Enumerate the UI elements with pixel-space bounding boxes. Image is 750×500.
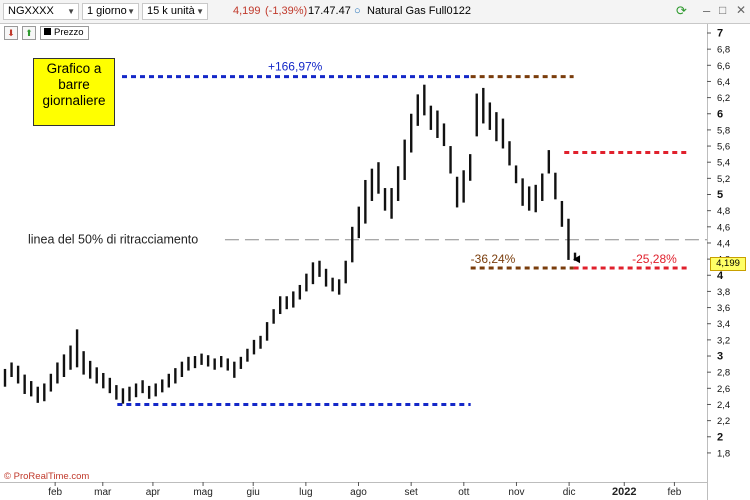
y-tick-label: 5 — [717, 189, 723, 201]
x-tick-label: ott — [458, 487, 469, 498]
retracement-label: linea del 50% di ritracciamento — [28, 233, 198, 247]
current-price-tag: 4,199 — [710, 257, 746, 271]
refresh-icon[interactable]: ⟳ — [676, 3, 687, 18]
y-tick-label: 6,6 — [717, 61, 730, 72]
minimize-icon[interactable]: – — [703, 3, 711, 18]
legend-label: Prezzo — [54, 27, 84, 38]
y-tick-label: 3,4 — [717, 319, 730, 330]
x-tick-label: mag — [193, 487, 212, 498]
indicator-bar: ⬇ ⬆ Prezzo — [0, 24, 750, 42]
units-select[interactable]: 15 k unità ▼ — [142, 3, 208, 20]
x-tick-label: 2022 — [612, 486, 636, 498]
y-tick-label: 4,8 — [717, 206, 730, 217]
instrument-name: Natural Gas Full0122 — [367, 5, 471, 17]
annotation-line-3: giornaliere — [42, 93, 106, 108]
change-value: (-1,39%) — [265, 5, 308, 17]
y-tick-label: 4,6 — [717, 222, 730, 233]
close-icon[interactable]: ✕ — [736, 3, 747, 17]
y-tick-label: 7 — [717, 28, 723, 40]
y-tick-label: 3 — [717, 351, 723, 363]
x-tick-label: feb — [48, 487, 62, 498]
units-value: 15 k unità — [147, 5, 195, 17]
maximize-icon[interactable]: □ — [719, 3, 727, 17]
timeframe-select[interactable]: 1 giorno ▼ — [82, 3, 139, 20]
annotation-line-1: Grafico a — [46, 61, 102, 76]
y-tick-label: 2,6 — [717, 384, 730, 395]
annotation-box: Grafico a barre giornaliere — [33, 58, 115, 126]
x-tick-label: giu — [247, 487, 260, 498]
current-price-marker — [573, 255, 581, 264]
y-tick-label: 4,4 — [717, 238, 730, 249]
watermark: © ProRealTime.com — [4, 471, 90, 482]
x-axis-panel[interactable] — [0, 482, 707, 500]
annotation-line-2: barre — [58, 77, 90, 92]
timeframe-value: 1 giorno — [87, 5, 127, 17]
x-tick-label: apr — [146, 487, 161, 498]
x-tick-label: feb — [667, 487, 681, 498]
y-tick-label: 2 — [717, 431, 723, 443]
y-tick-label: 1,8 — [717, 448, 730, 459]
chevron-down-icon: ▼ — [67, 7, 75, 16]
y-tick-label: 6,4 — [717, 77, 730, 88]
time-value: 17.47.47 — [308, 5, 351, 17]
legend-swatch — [44, 28, 51, 35]
symbol-value: NGXXXX — [8, 5, 54, 17]
y-tick-label: 2,2 — [717, 416, 730, 427]
y-tick-label: 5,6 — [717, 142, 730, 153]
y-tick-label: 3,6 — [717, 303, 730, 314]
fall-total-pct-label: -36,24% — [471, 252, 516, 266]
y-tick-label: 3,2 — [717, 335, 730, 346]
y-tick-label: 5,2 — [717, 174, 730, 185]
rise-pct-label: +166,97% — [268, 60, 323, 74]
y-tick-label: 2,4 — [717, 400, 730, 411]
y-tick-label: 6,8 — [717, 45, 730, 56]
y-tick-label: 4 — [717, 270, 724, 282]
y-tick-label: 6 — [717, 108, 723, 120]
fall-recent-pct-label: -25,28% — [632, 252, 677, 266]
x-tick-label: nov — [508, 487, 524, 498]
y-tick-label: 2,8 — [717, 368, 730, 379]
x-tick-label: mar — [94, 487, 112, 498]
x-tick-label: dic — [563, 487, 576, 498]
x-tick-label: ago — [350, 487, 367, 498]
chevron-down-icon: ▼ — [127, 7, 135, 16]
price-value: 4,199 — [233, 5, 261, 17]
x-tick-label: lug — [299, 487, 312, 498]
series-legend[interactable]: Prezzo — [40, 26, 89, 40]
chevron-down-icon: ▼ — [196, 7, 204, 16]
y-tick-label: 6,2 — [717, 93, 730, 104]
arrow-down-icon[interactable]: ⬇ — [4, 26, 18, 40]
arrow-up-icon[interactable]: ⬆ — [22, 26, 36, 40]
status-circle-icon: ○ — [354, 5, 361, 17]
symbol-select[interactable]: NGXXXX ▼ — [3, 3, 79, 20]
y-tick-label: 5,4 — [717, 158, 730, 169]
x-tick-label: set — [404, 487, 418, 498]
y-tick-label: 5,8 — [717, 125, 730, 136]
y-tick-label: 3,8 — [717, 287, 730, 298]
toolbar: NGXXXX ▼ 1 giorno ▼ 15 k unità ▼ 4,199 (… — [0, 0, 750, 24]
